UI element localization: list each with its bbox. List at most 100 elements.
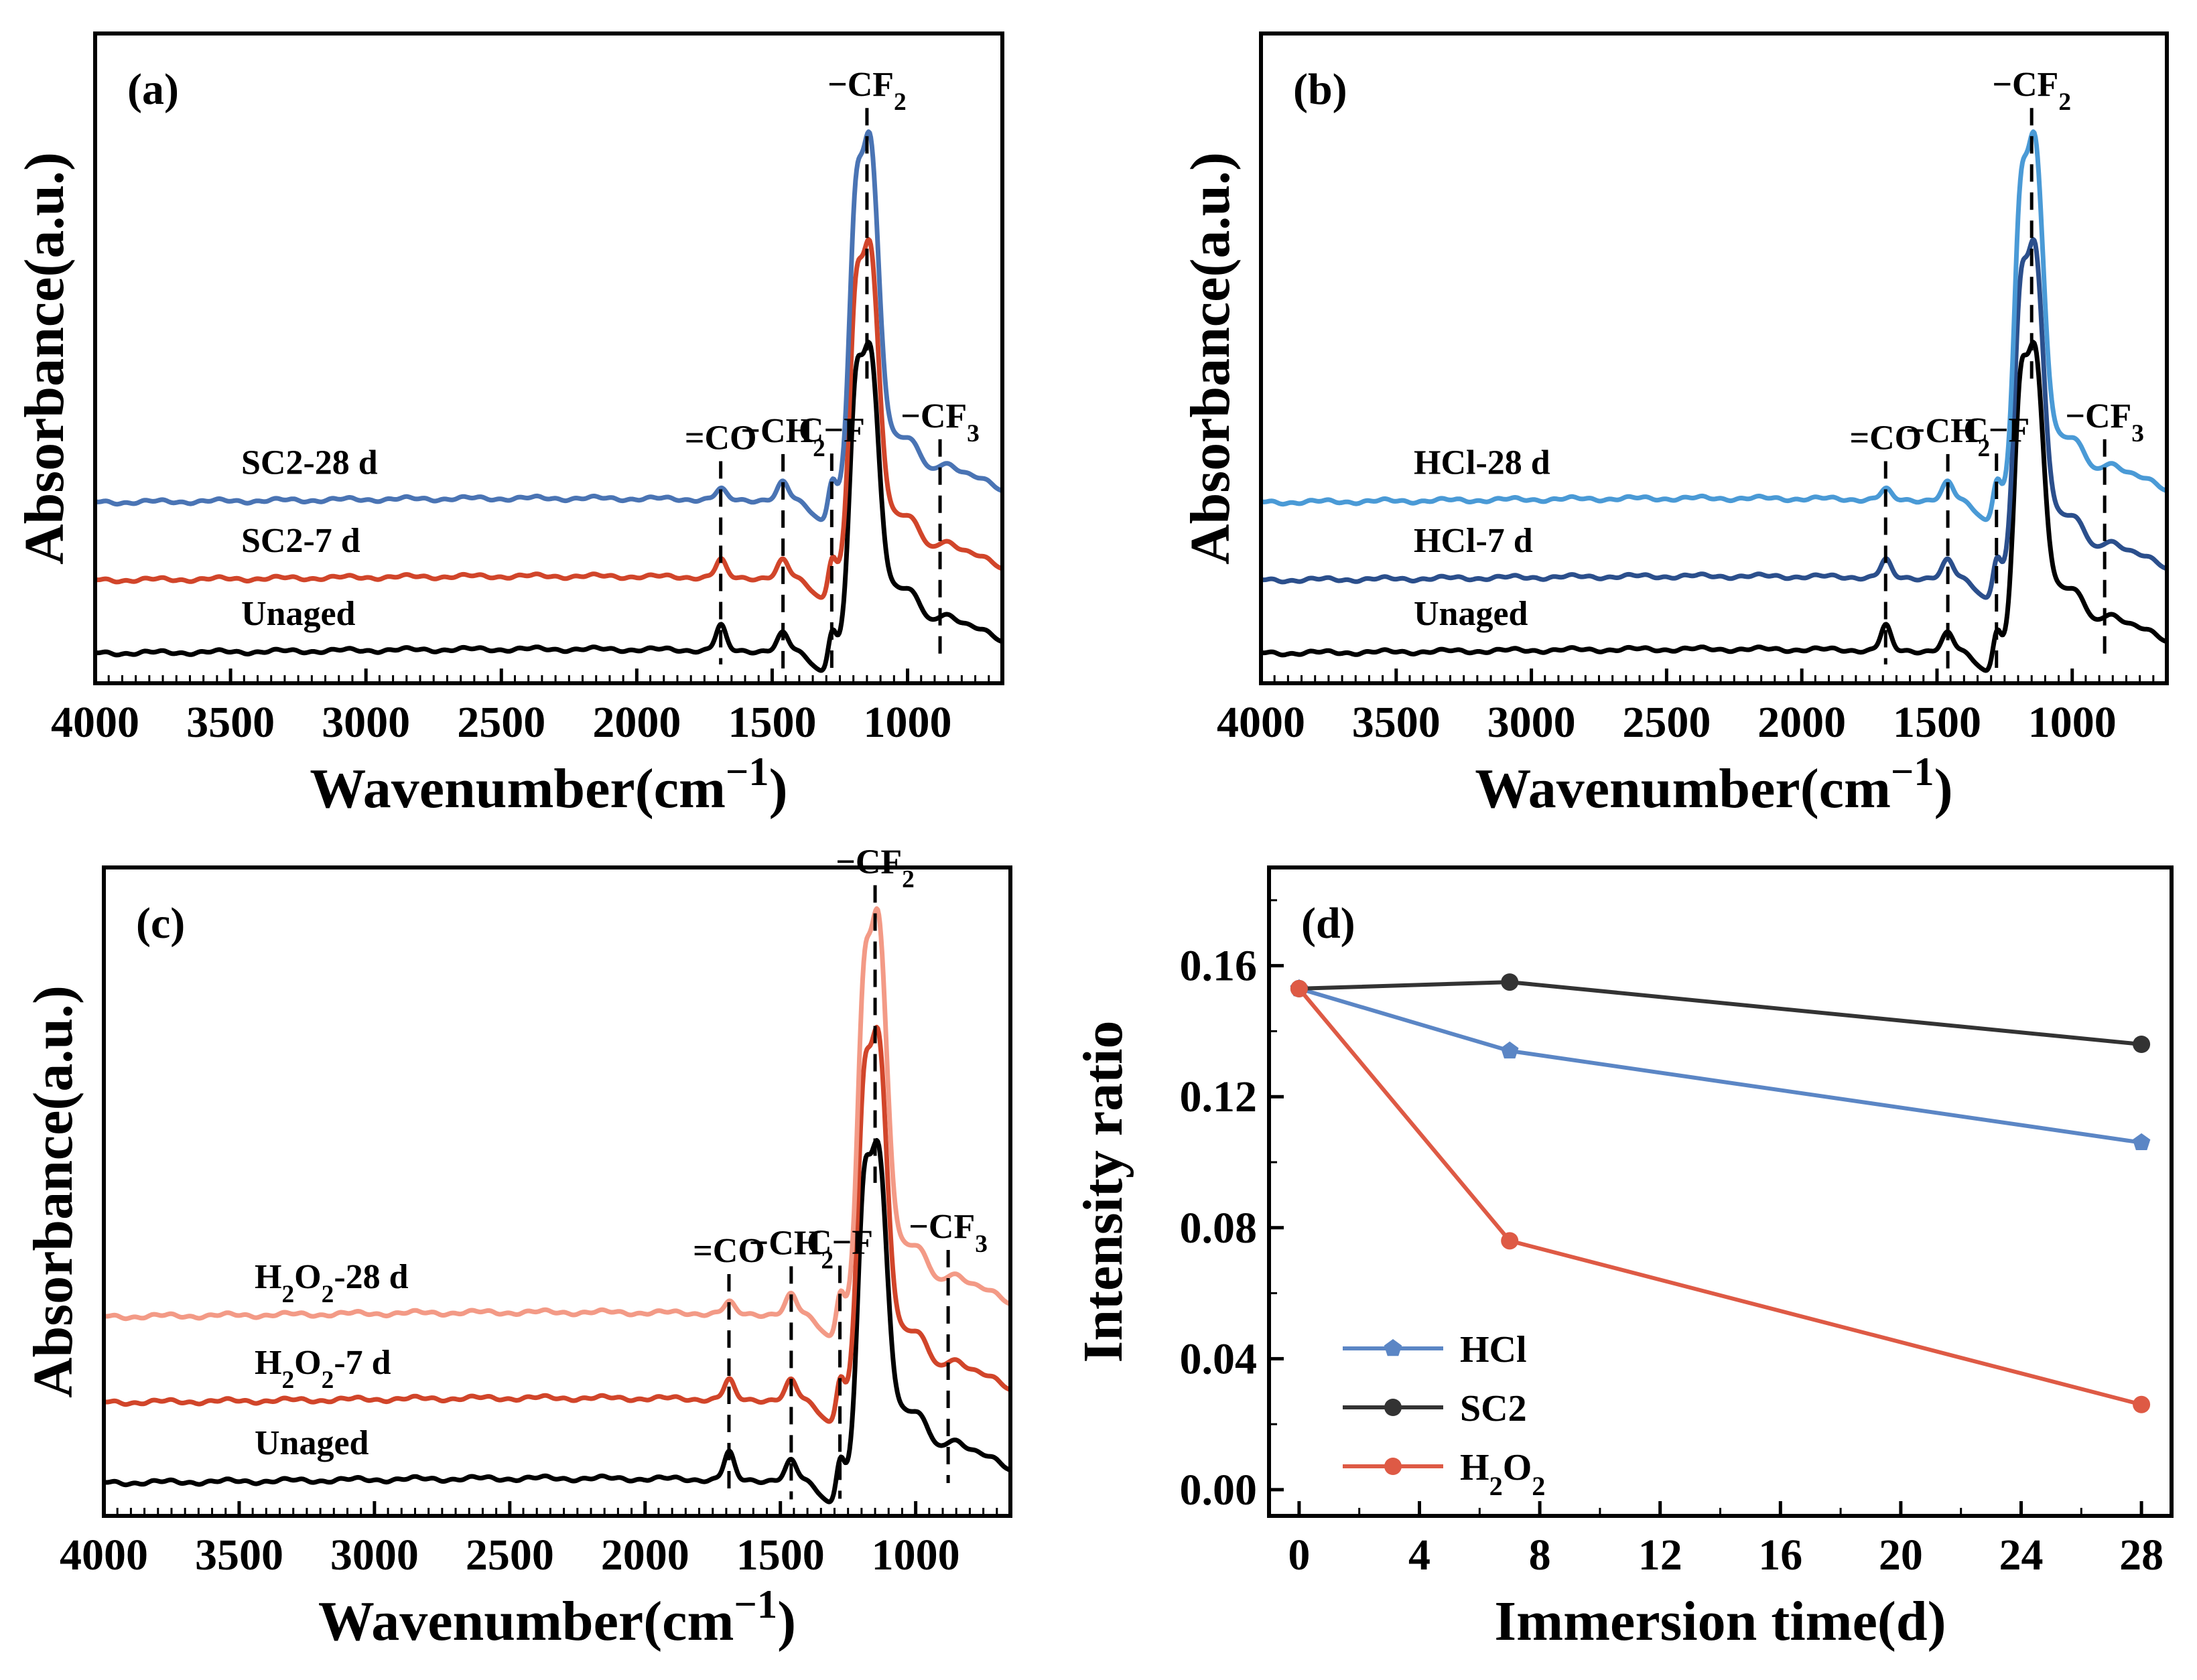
x-axis-label: Immersion time(d) bbox=[1494, 1590, 1946, 1653]
legend-label-h2o2: H2O2 bbox=[1460, 1447, 1545, 1501]
series-line-hcl bbox=[1299, 987, 2142, 1145]
x-tick-label: 1000 bbox=[2028, 698, 2117, 747]
legend-marker-h2o2 bbox=[1384, 1458, 1402, 1475]
legend-label-sc2: SC2 bbox=[1460, 1388, 1527, 1429]
x-axis-label: Wavenumber(cm−1) bbox=[318, 1582, 796, 1653]
y-tick-label: 0.08 bbox=[1180, 1204, 1258, 1253]
series-line-unaged bbox=[94, 340, 1004, 673]
annotation-label: −CF3 bbox=[901, 397, 980, 447]
x-tick-label: 3000 bbox=[1487, 698, 1576, 747]
series-label-hcl-7-d: HCl-7 d bbox=[1414, 522, 1533, 560]
data-point-sc2 bbox=[2133, 1036, 2151, 1053]
series-line-sc2-7-d bbox=[94, 236, 1004, 600]
data-point-hcl bbox=[1500, 1041, 1519, 1059]
data-point-h2o2 bbox=[1290, 979, 1308, 997]
series-line-sc2 bbox=[1299, 980, 2142, 1046]
x-tick-label: 8 bbox=[1529, 1531, 1551, 1580]
x-tick-label: 1500 bbox=[728, 698, 816, 747]
x-tick-label: 1500 bbox=[736, 1531, 825, 1580]
y-axis-label: Absorbance(a.u.) bbox=[22, 985, 84, 1398]
annotation-label: C−F bbox=[799, 411, 865, 449]
series-label-unaged: Unaged bbox=[255, 1424, 369, 1462]
plot-frame bbox=[102, 865, 1012, 1518]
series-label-hcl-28-d: HCl-28 d bbox=[1414, 444, 1550, 482]
x-tick-label: 28 bbox=[2119, 1531, 2163, 1580]
y-axis-label: Absorbance(a.u.) bbox=[13, 152, 76, 565]
series-label-sc2-28-d: SC2-28 d bbox=[241, 444, 378, 482]
annotation-label: =CO bbox=[1849, 419, 1922, 457]
data-point-h2o2 bbox=[1501, 1232, 1519, 1250]
y-tick-label: 0.00 bbox=[1180, 1466, 1258, 1515]
x-tick-label: 4000 bbox=[1217, 698, 1305, 747]
plot-frame bbox=[93, 31, 1004, 685]
data-point-sc2 bbox=[1501, 973, 1519, 991]
x-tick-label: 4000 bbox=[51, 698, 139, 747]
legend-marker-sc2 bbox=[1384, 1399, 1402, 1416]
series-line-unaged bbox=[103, 1137, 1012, 1504]
y-tick-label: 0.12 bbox=[1180, 1072, 1258, 1121]
annotation-label: −CH2 bbox=[1906, 412, 1990, 462]
data-point-hcl bbox=[2132, 1133, 2151, 1150]
annotation-label: −CF2 bbox=[836, 843, 915, 893]
series-label-h2o2-28-d: H2O2-28 d bbox=[255, 1258, 409, 1308]
annotation-label: −CF3 bbox=[909, 1208, 988, 1258]
annotation-label: −CF3 bbox=[2065, 397, 2144, 447]
legend-marker-hcl bbox=[1384, 1339, 1402, 1356]
annotation-label: −CH2 bbox=[740, 412, 825, 462]
x-tick-label: 4000 bbox=[60, 1531, 148, 1580]
y-axis-label: Absorbance(a.u.) bbox=[1179, 152, 1242, 565]
panel-label: (c) bbox=[136, 899, 185, 948]
x-tick-label: 1000 bbox=[864, 698, 952, 747]
x-axis-label: Wavenumber(cm−1) bbox=[1475, 750, 1952, 821]
x-tick-label: 2000 bbox=[601, 1531, 689, 1580]
x-tick-label: 1500 bbox=[1893, 698, 1981, 747]
legend-label-hcl: HCl bbox=[1460, 1329, 1527, 1371]
annotation-label: =CO bbox=[685, 419, 757, 457]
series-label-unaged: Unaged bbox=[1414, 595, 1528, 633]
x-tick-label: 1000 bbox=[872, 1531, 960, 1580]
x-tick-label: 3500 bbox=[1352, 698, 1441, 747]
x-tick-label: 12 bbox=[1638, 1531, 1682, 1580]
annotation-label: −CF2 bbox=[827, 66, 907, 116]
x-tick-label: 4 bbox=[1408, 1531, 1430, 1580]
x-tick-label: 2000 bbox=[1757, 698, 1846, 747]
x-tick-label: 0 bbox=[1288, 1531, 1310, 1580]
series-label-h2o2-7-d: H2O2-7 d bbox=[255, 1344, 391, 1394]
series-line-hcl-28-d bbox=[1260, 129, 2168, 522]
annotation-label: C−F bbox=[807, 1223, 873, 1261]
x-axis-label: Wavenumber(cm−1) bbox=[310, 750, 787, 821]
series-line-h2o2-7-d bbox=[103, 1024, 1012, 1424]
series-label-sc2-7-d: SC2-7 d bbox=[241, 522, 360, 560]
annotation-label: −CF2 bbox=[1992, 66, 2071, 116]
x-tick-label: 2500 bbox=[457, 698, 545, 747]
series-line-h2o2-28-d bbox=[103, 906, 1012, 1338]
panel-label: (b) bbox=[1293, 65, 1347, 114]
x-tick-label: 2000 bbox=[592, 698, 681, 747]
x-tick-label: 20 bbox=[1879, 1531, 1923, 1580]
panel-d: 0 4 8 12 16 20 24 28 0.00 0.04 0.08 0.12 0.16 HCl SC2 H… bbox=[1072, 865, 2174, 1653]
panel-label: (a) bbox=[127, 65, 179, 114]
annotation-label: =CO bbox=[693, 1232, 765, 1270]
series-line-unaged bbox=[1260, 340, 2168, 673]
x-tick-label: 3000 bbox=[330, 1531, 419, 1580]
x-tick-label: 3500 bbox=[195, 1531, 283, 1580]
x-tick-label: 3500 bbox=[186, 698, 275, 747]
series-line-sc2-28-d bbox=[94, 129, 1004, 522]
y-axis-label: Intensity ratio bbox=[1072, 1021, 1134, 1363]
plot-frame bbox=[1267, 865, 2174, 1518]
series-label-unaged: Unaged bbox=[241, 595, 356, 633]
panel-label: (d) bbox=[1301, 899, 1355, 948]
x-tick-label: 2500 bbox=[1622, 698, 1711, 747]
plot-frame bbox=[1259, 31, 2169, 685]
x-tick-label: 2500 bbox=[466, 1531, 554, 1580]
data-point-h2o2 bbox=[2133, 1395, 2151, 1413]
series-line-hcl-7-d bbox=[1260, 236, 2168, 600]
annotation-label: C−F bbox=[1963, 411, 2029, 449]
x-tick-label: 16 bbox=[1758, 1531, 1802, 1580]
y-tick-label: 0.16 bbox=[1180, 942, 1258, 991]
x-tick-label: 24 bbox=[1999, 1531, 2044, 1580]
